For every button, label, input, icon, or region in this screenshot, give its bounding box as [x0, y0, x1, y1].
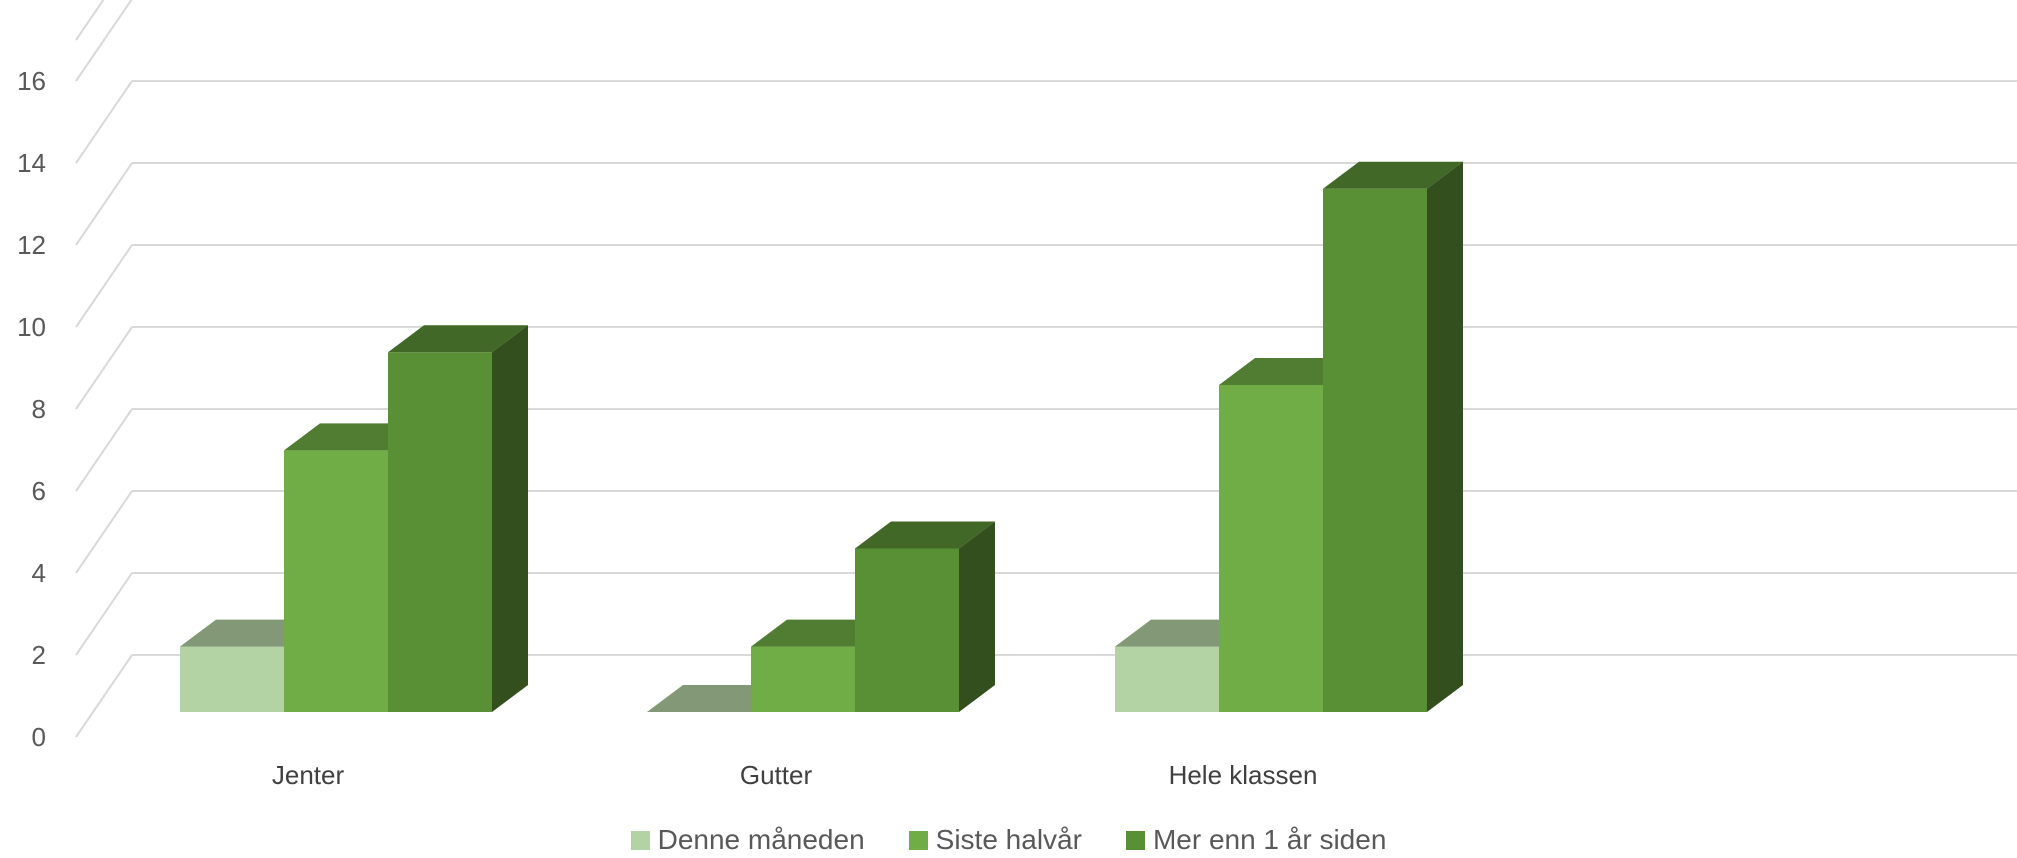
gridline-diagonal — [75, 490, 133, 574]
legend-item: Denne måneden — [630, 824, 865, 856]
bar-side — [1427, 161, 1463, 713]
y-axis-ticks: 0 2 4 6 8 10 12 14 16 — [17, 66, 46, 752]
bar — [180, 646, 284, 712]
legend-swatch — [630, 830, 650, 850]
gridline-diagonal — [75, 654, 133, 738]
bar — [1323, 188, 1427, 713]
y-tick-label: 14 — [17, 148, 46, 178]
legend-swatch — [908, 830, 928, 850]
x-category-label: Hele klassen — [1169, 760, 1318, 790]
y-tick-label: 12 — [17, 230, 46, 260]
legend-label: Denne måneden — [657, 824, 865, 855]
y-tick-label: 8 — [32, 394, 46, 424]
x-axis-categories: Jenter Gutter Hele klassen — [272, 760, 1318, 790]
bar — [855, 548, 959, 712]
y-tick-label: 2 — [32, 640, 46, 670]
y-tick-label: 0 — [32, 722, 46, 752]
gridline-diagonal — [75, 80, 133, 164]
y-tick-label: 6 — [32, 476, 46, 506]
x-category-label: Gutter — [740, 760, 813, 790]
gridline-diagonal — [75, 0, 105, 41]
bars — [180, 161, 1463, 713]
gridline-diagonal — [75, 572, 133, 656]
bar-top — [1323, 161, 1463, 189]
gridline-diagonal — [75, 244, 133, 328]
x-category-label: Jenter — [272, 760, 345, 790]
legend-swatch — [1125, 830, 1145, 850]
gridline-diagonal — [75, 326, 133, 410]
bar-side — [959, 521, 995, 712]
bar — [388, 352, 492, 712]
legend-label: Siste halvår — [935, 824, 1082, 855]
y-tick-label: 4 — [32, 558, 46, 588]
legend: Denne måneden Siste halvår Mer enn 1 år si… — [0, 824, 2017, 856]
bar — [1115, 646, 1219, 712]
legend-item: Siste halvår — [908, 824, 1082, 856]
bar — [751, 646, 855, 712]
bar-top — [855, 521, 995, 549]
gridline-diagonal — [75, 0, 133, 82]
legend-label: Mer enn 1 år siden — [1152, 824, 1387, 855]
legend-item: Mer enn 1 år siden — [1125, 824, 1387, 856]
y-tick-label: 10 — [17, 312, 46, 342]
bar — [284, 450, 388, 712]
gridline-diagonal — [75, 408, 133, 492]
bar-side — [492, 325, 528, 712]
y-tick-label: 16 — [17, 66, 46, 96]
gridline-diagonal — [75, 162, 133, 246]
bar — [1219, 385, 1323, 712]
bar-top — [388, 325, 528, 353]
